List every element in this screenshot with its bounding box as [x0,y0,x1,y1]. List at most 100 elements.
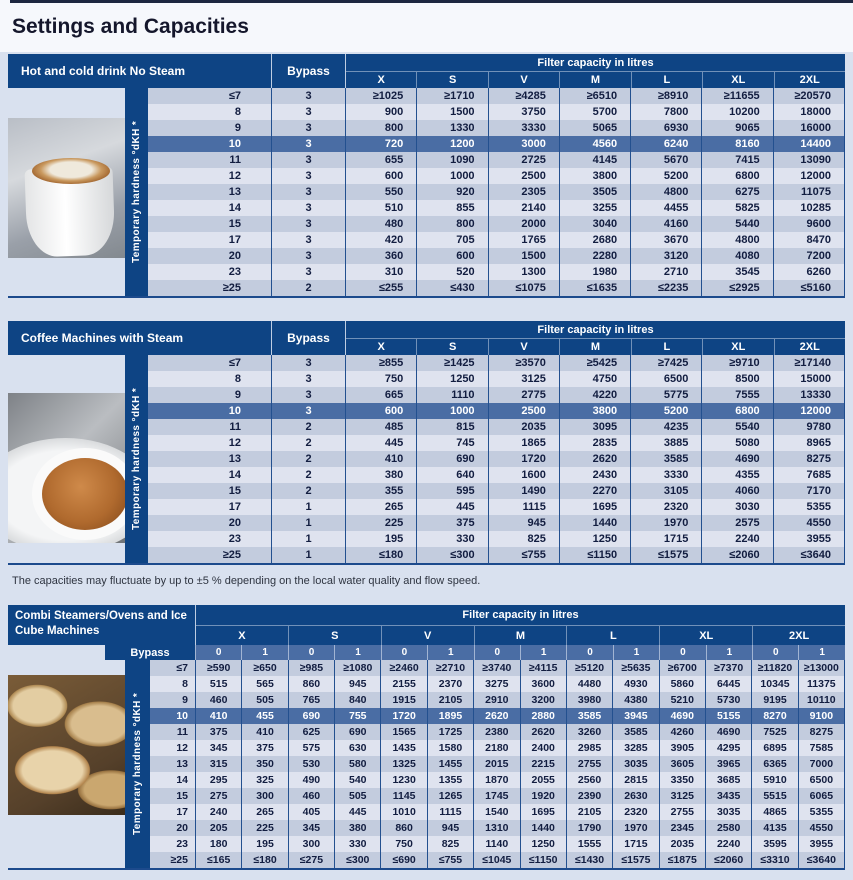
capacity-cell: 1115 [487,499,559,515]
filter-capacity-header: Filter capacity in litres [537,323,654,336]
capacity-cell: ≤1875 [658,852,705,868]
capacity-cell: 690 [416,451,488,467]
size-column-header: S [416,72,487,88]
capacity-cell: 300 [241,788,288,804]
capacity-cell: 1720 [380,708,427,724]
capacity-cell: ≤3640 [797,852,845,868]
capacity-cell: 2035 [487,419,559,435]
capacity-cell: ≤180 [345,547,417,563]
size-column-header: 2XL [773,72,845,88]
table-header: Coffee Machines with Steam Bypass Filter… [8,321,845,355]
capacity-cell: ≤755 [426,852,474,868]
capacity-cell: 860 [380,820,427,836]
capacity-cell: 6800 [701,403,773,419]
table-row: 14 2 380 640 1600 2430 3330 4355 7685 [8,467,844,483]
capacity-cell: 1500 [487,248,559,264]
capacity-cell: 2305 [487,184,559,200]
capacity-cell: 1695 [558,499,631,515]
capacity-cell: ≥9710 [701,355,773,371]
capacity-cell: 2620 [473,708,520,724]
capacity-cell: 3670 [630,232,702,248]
capacity-cell: 2755 [565,756,613,772]
capacity-cell: 825 [487,531,559,547]
capacity-cell: 16000 [772,120,844,136]
capacity-cell: 345 [195,740,242,756]
table-row: 23 3 310 520 1300 1980 2710 3545 6260 [8,264,844,280]
page-title: Settings and Capacities [12,15,249,38]
capacity-cell: 315 [195,756,242,772]
table-combi-steamers-ice: Combi Steamers/Ovens and Ice Cube Machin… [8,605,845,870]
table-coffee-with-steam: Coffee Machines with Steam Bypass Filter… [8,321,845,565]
capacity-cell: 7800 [630,104,702,120]
capacity-cell: 4690 [701,451,773,467]
capacity-cell: 600 [416,248,488,264]
table-row: 17 1 265 445 1115 1695 2320 3030 5355 [8,499,844,515]
capacity-cell: 7415 [701,152,773,168]
filter-capacity-header-group: Filter capacity in litres X S V M L XL 2XL [345,321,845,355]
capacity-cell: 4690 [658,708,705,724]
capacity-cell: 240 [195,804,242,820]
capacity-cell: 3600 [519,676,566,692]
table-row: 13 315 350 530 580 1325 1455 2015 2215 2755 3035 36… [8,756,845,772]
table-row: 10 3 600 1000 2500 3800 5200 6800 12000 [8,403,844,419]
capacity-cell: 3685 [704,772,752,788]
capacity-cell: 10345 [751,676,798,692]
capacity-cell: ≤300 [416,547,488,563]
hardness-cell: ≤7 [150,660,195,676]
capacity-cell: ≤255 [345,280,417,296]
capacity-cell: 8500 [701,371,773,387]
bypass-cell: 3 [271,200,345,216]
capacity-cell: 2000 [487,216,559,232]
capacity-cell: 3330 [487,120,559,136]
capacity-cell: 2710 [630,264,702,280]
capacity-cell: 1915 [380,692,427,708]
capacity-cell: 575 [287,740,335,756]
capacity-cell: 720 [345,136,417,152]
capacity-cell: ≥20570 [772,88,844,104]
capacity-cell: 2240 [701,531,773,547]
bypass-sub-col-header: 0 [566,645,613,660]
capacity-cell: ≤755 [487,547,559,563]
bypass-cell: 3 [271,264,345,280]
capacity-cell: 1440 [558,515,631,531]
capacity-cell: 4060 [701,483,773,499]
capacity-cell: 380 [334,820,381,836]
capacity-cell: 2270 [558,483,631,499]
capacity-cell: 4800 [701,232,773,248]
capacity-cell: 4455 [630,200,702,216]
capacity-cell: 3905 [658,740,705,756]
capacity-cell: 945 [487,515,559,531]
capacity-cell: 4080 [701,248,773,264]
capacity-cell: ≥8910 [630,88,702,104]
capacity-cell: ≤2235 [630,280,702,296]
capacity-cell: 5910 [751,772,798,788]
table-body: ≤7 3 ≥1025 ≥1710 ≥4285 ≥6510 ≥8910 ≥11655 ≥20570… [8,88,845,298]
capacity-cell: 13330 [772,387,844,403]
capacity-cell: 4690 [704,724,752,740]
capacity-cell: 10200 [701,104,773,120]
bypass-cell: 1 [271,531,345,547]
bypass-sub-col-header: 1 [798,645,845,660]
capacity-cell: 12000 [772,403,844,419]
capacity-cell: 2680 [558,232,631,248]
capacity-cell: 6240 [630,136,702,152]
capacity-cell: 3035 [704,804,752,820]
capacity-cell: 5080 [701,435,773,451]
capacity-cell: ≥2460 [380,660,427,676]
capacity-cell: 6500 [630,371,702,387]
capacity-cell: 3350 [658,772,705,788]
capacity-cell: 4550 [772,515,844,531]
table-row: 15 275 300 460 505 1145 1265 1745 1920 2390 2630 31… [8,788,845,804]
capacity-cell: 840 [334,692,381,708]
capacity-cell: 1725 [426,724,474,740]
bypass-sub-col-header: 0 [195,645,242,660]
hardness-cell: 17 [150,804,195,820]
capacity-cell: 6365 [751,756,798,772]
capacity-cell: 5200 [630,168,702,184]
capacity-cell: 5515 [751,788,798,804]
capacity-cell: 4135 [751,820,798,836]
size-column-header: L [566,626,659,645]
capacity-cell: 3545 [701,264,773,280]
size-header-row: X S V M L XL 2XL [196,625,845,645]
table-row: 11 2 485 815 2035 3095 4235 5540 9780 [8,419,844,435]
